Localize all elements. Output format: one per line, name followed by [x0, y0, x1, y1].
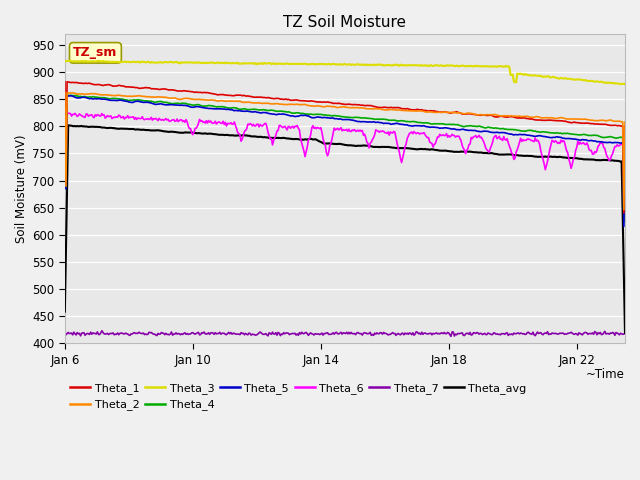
- Legend: Theta_1, Theta_2, Theta_3, Theta_4, Theta_5, Theta_6, Theta_7, Theta_avg: Theta_1, Theta_2, Theta_3, Theta_4, Thet…: [70, 383, 527, 410]
- X-axis label: ~Time: ~Time: [586, 368, 625, 381]
- Y-axis label: Soil Moisture (mV): Soil Moisture (mV): [15, 134, 28, 243]
- Text: TZ_sm: TZ_sm: [73, 47, 118, 60]
- Title: TZ Soil Moisture: TZ Soil Moisture: [284, 15, 406, 30]
